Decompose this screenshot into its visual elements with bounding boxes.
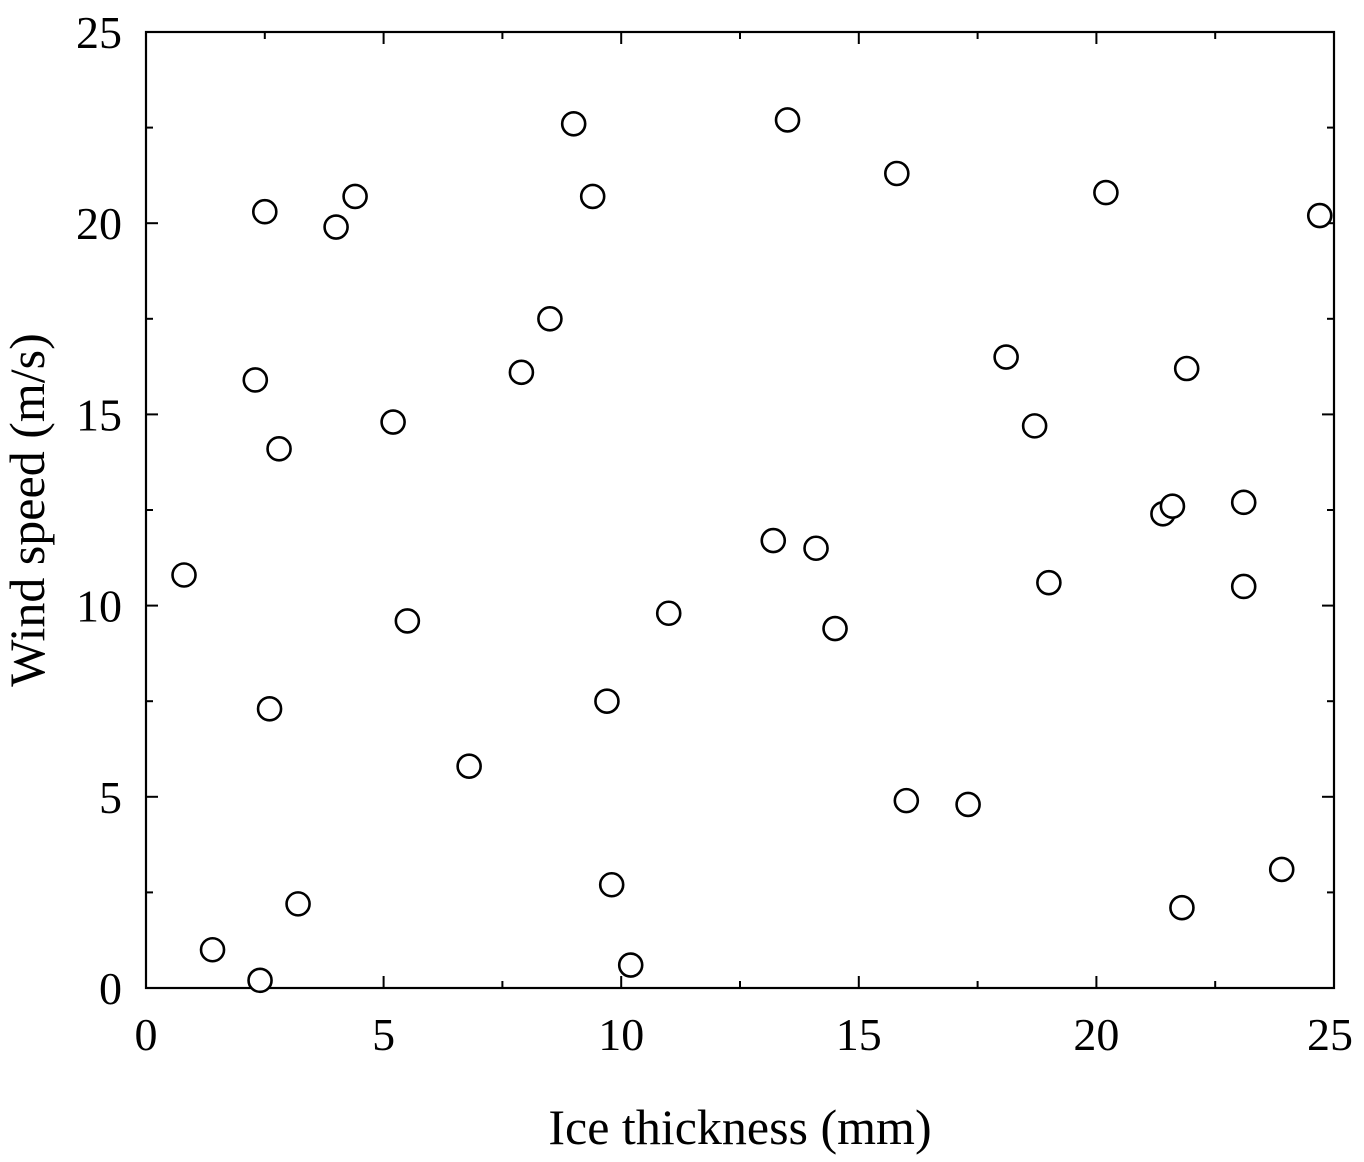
data-point [1021,413,1048,439]
tick-labels: 0 5 10 15 20 25 0 5 10 15 20 25 [76,7,1353,1060]
data-point [1093,179,1119,206]
x-tick-label: 25 [1307,1009,1353,1060]
data-point [247,967,273,994]
data-point [822,615,848,642]
data-point [617,952,644,978]
data-point [598,871,625,898]
data-points [171,107,1333,994]
data-point [1173,355,1200,382]
x-tick-label: 20 [1073,1009,1119,1060]
axis-ticks [145,31,1335,989]
data-point [1159,493,1186,519]
data-point [803,535,829,562]
data-point [342,183,368,210]
data-point [242,367,269,393]
data-point [594,688,620,715]
data-point [893,787,920,814]
data-point [1230,573,1257,600]
data-point [1268,856,1295,883]
data-point [171,562,197,588]
data-point [884,160,910,187]
data-point [655,600,682,627]
data-point [537,305,563,332]
data-point [955,791,981,818]
y-tick-label: 25 [76,7,122,58]
data-point [256,696,283,722]
y-tick-label: 15 [76,389,122,440]
data-point [560,110,587,137]
data-point [1036,569,1062,596]
y-tick-label: 20 [76,198,122,249]
data-point [1169,894,1195,921]
data-point [508,359,535,386]
data-point [251,198,278,225]
y-tick-label: 10 [76,581,122,632]
data-point [285,891,311,917]
data-point [579,183,606,210]
data-point [760,527,787,554]
y-axis-title: Wind speed (m/s) [0,333,55,686]
data-point [1230,489,1257,516]
x-axis-title: Ice thickness (mm) [548,1099,931,1155]
y-tick-label: 5 [99,772,122,823]
y-tick-label: 0 [99,963,122,1014]
x-tick-label: 0 [135,1009,158,1060]
x-tick-label: 5 [372,1009,395,1060]
data-point [1306,202,1333,229]
data-point [266,436,292,462]
data-point [774,107,801,133]
data-point [394,608,421,634]
data-point [456,753,482,780]
data-point [380,409,406,435]
data-point [323,214,349,240]
data-point [199,936,226,963]
data-point [993,344,1019,370]
x-tick-label: 10 [598,1009,644,1060]
x-tick-label: 15 [836,1009,882,1060]
